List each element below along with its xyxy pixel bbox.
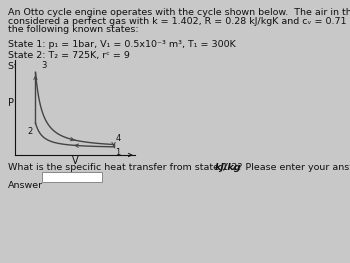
Text: State 3: T3 = 2196.1 K: State 3: T3 = 2196.1 K [8,62,117,71]
X-axis label: V: V [72,156,78,166]
Y-axis label: P: P [8,98,14,108]
Text: What is the specific heat transfer from state 1-2? Please enter your answer in: What is the specific heat transfer from … [8,163,350,172]
Text: An Otto cycle engine operates with the cycle shown below.  The air in the engine: An Otto cycle engine operates with the c… [8,8,350,17]
Text: 4: 4 [115,134,120,143]
Text: State 2: T₂ = 725K, rᶜ = 9: State 2: T₂ = 725K, rᶜ = 9 [8,51,130,60]
Text: the following known states:: the following known states: [8,25,139,34]
Text: State 1: p₁ = 1bar, V₁ = 0.5x10⁻³ m³, T₁ = 300K: State 1: p₁ = 1bar, V₁ = 0.5x10⁻³ m³, T₁… [8,40,236,49]
Text: 2: 2 [28,127,33,136]
Text: 1: 1 [115,148,120,157]
Text: 3: 3 [41,61,46,70]
Text: Answer: Answer [8,181,43,190]
Text: considered a perfect gas with k = 1.402, R = 0.28 kJ/kgK and cᵥ = 0.71 kJ/kgK.  : considered a perfect gas with k = 1.402,… [8,17,350,26]
Text: kJ/kg: kJ/kg [215,163,241,172]
FancyBboxPatch shape [42,172,102,182]
